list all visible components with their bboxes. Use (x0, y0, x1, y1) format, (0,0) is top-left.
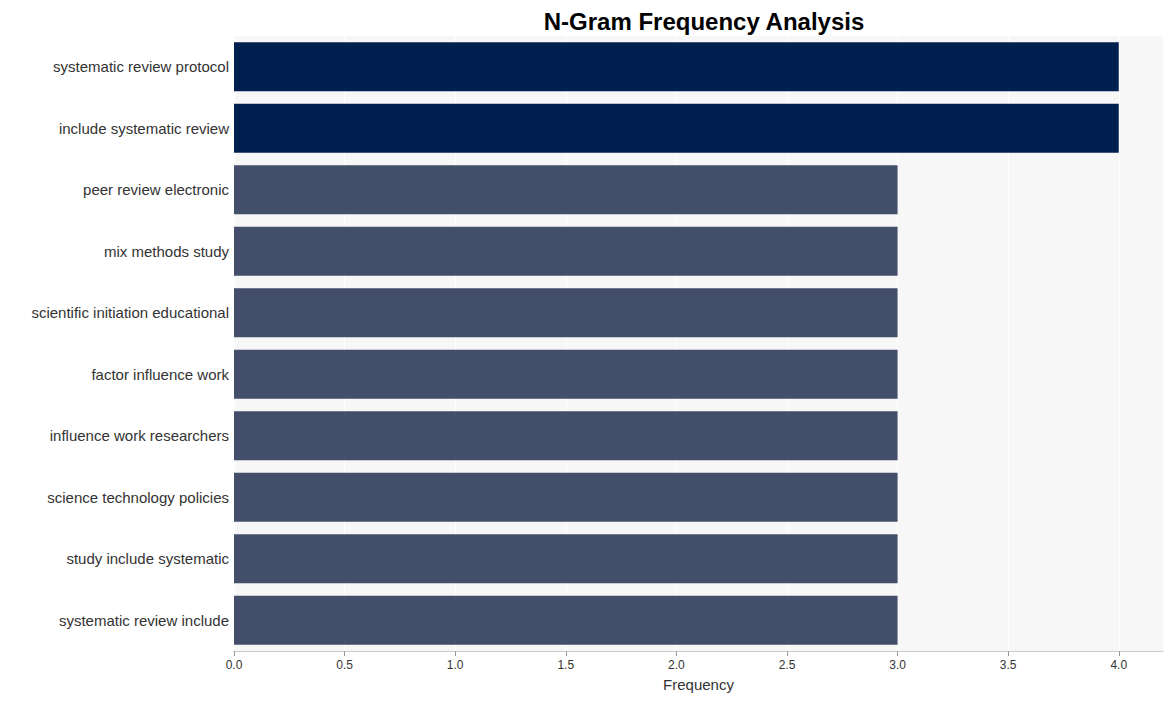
svg-text:2.5: 2.5 (779, 658, 796, 672)
svg-text:4.0: 4.0 (1110, 658, 1127, 672)
svg-text:peer review electronic: peer review electronic (83, 181, 229, 198)
svg-text:3.0: 3.0 (889, 658, 906, 672)
svg-text:Frequency: Frequency (663, 676, 734, 693)
svg-text:influence work researchers: influence work researchers (50, 427, 229, 444)
svg-text:1.0: 1.0 (447, 658, 464, 672)
svg-text:N-Gram Frequency Analysis: N-Gram Frequency Analysis (544, 8, 865, 35)
svg-text:3.5: 3.5 (1000, 658, 1017, 672)
svg-text:1.5: 1.5 (557, 658, 574, 672)
svg-text:mix methods study: mix methods study (104, 243, 230, 260)
svg-text:include systematic review: include systematic review (59, 120, 229, 137)
svg-text:factor influence work: factor influence work (91, 366, 229, 383)
svg-text:study include systematic: study include systematic (66, 550, 229, 567)
svg-text:science technology policies: science technology policies (47, 489, 229, 506)
svg-text:scientific initiation educatio: scientific initiation educational (31, 304, 229, 321)
svg-text:systematic review include: systematic review include (59, 612, 229, 629)
svg-text:systematic review protocol: systematic review protocol (53, 58, 229, 75)
svg-text:2.0: 2.0 (668, 658, 685, 672)
svg-text:0.5: 0.5 (336, 658, 353, 672)
svg-text:0.0: 0.0 (226, 658, 243, 672)
